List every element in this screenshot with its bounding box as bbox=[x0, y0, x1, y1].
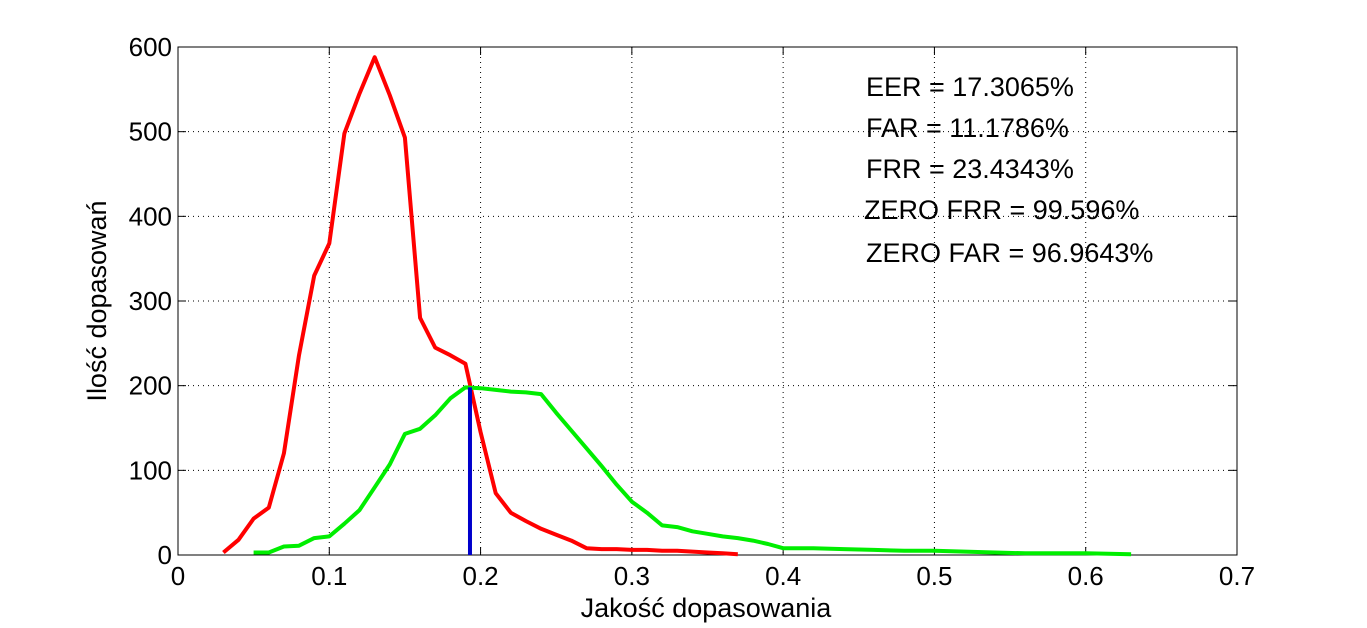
axes bbox=[177, 46, 1238, 556]
annotation-4: ZERO FAR = 96.9643% bbox=[866, 238, 1153, 268]
x-tick-label: 0.4 bbox=[765, 561, 801, 591]
y-tick-label: 500 bbox=[129, 117, 172, 147]
y-axis-label: Ilość dopasowań bbox=[82, 200, 112, 401]
y-tick-label: 200 bbox=[129, 371, 172, 401]
y-tick-label: 400 bbox=[129, 201, 172, 231]
annotation-3: ZERO FRR = 99.596% bbox=[864, 195, 1139, 225]
x-tick-label: 0 bbox=[171, 561, 185, 591]
annotations: EER = 17.3065% FAR = 11.1786% FRR = 23.434… bbox=[864, 72, 1153, 268]
x-tick-label: 0.6 bbox=[1068, 561, 1104, 591]
y-tick-label: 0 bbox=[158, 540, 172, 570]
series-line-1 bbox=[253, 385, 1132, 557]
annotation-0: EER = 17.3065% bbox=[866, 72, 1074, 102]
y-tick-label: 300 bbox=[129, 286, 172, 316]
x-tick-label: 0.1 bbox=[311, 561, 347, 591]
y-tick-label: 600 bbox=[129, 32, 172, 62]
annotation-2: FRR = 23.4343% bbox=[866, 154, 1074, 184]
series-line-0 bbox=[222, 55, 738, 557]
tick-labels: 0 0.1 0.2 0.3 0.4 0.5 0.6 0.7 0 100 200 300 400 500 60… bbox=[129, 32, 1255, 591]
series-layer bbox=[222, 55, 1132, 557]
annotation-1: FAR = 11.1786% bbox=[866, 113, 1069, 143]
x-tick-label: 0.7 bbox=[1219, 561, 1255, 591]
x-tick-label: 0.3 bbox=[614, 561, 650, 591]
y-tick-label: 100 bbox=[129, 455, 172, 485]
x-axis-label: Jakość dopasowania bbox=[581, 593, 833, 623]
x-tick-label: 0.2 bbox=[462, 561, 498, 591]
x-tick-label: 0.5 bbox=[916, 561, 952, 591]
